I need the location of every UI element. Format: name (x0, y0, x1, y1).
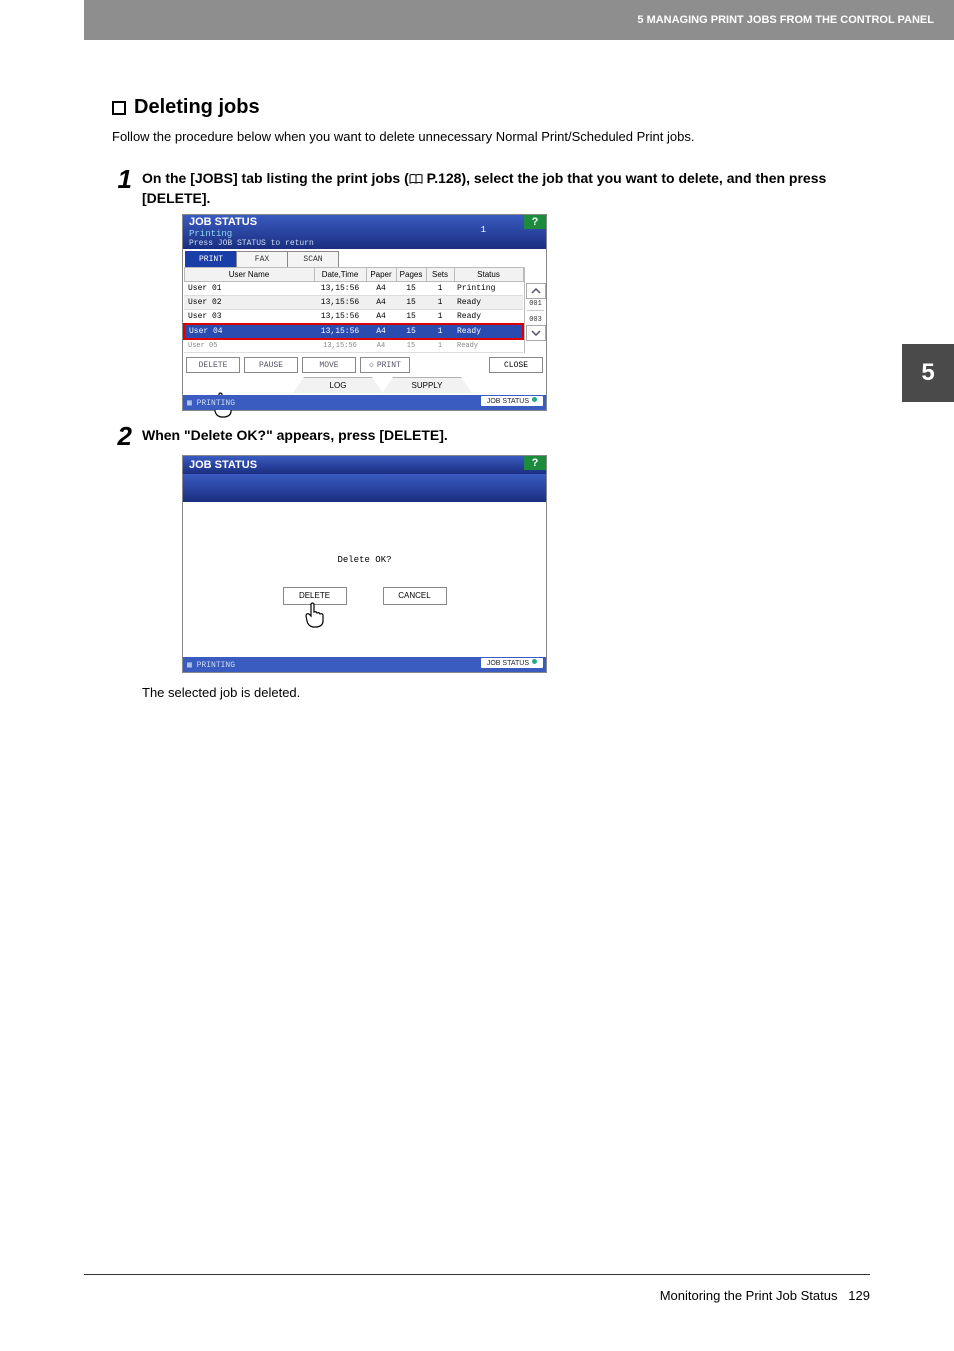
scroll-down-button[interactable] (526, 325, 546, 341)
panel-status-line: Printing (189, 229, 540, 239)
scroll-up-button[interactable] (526, 283, 546, 299)
panel2-blue-strip (183, 474, 546, 502)
panel-hint-line: Press JOB STATUS to return (189, 239, 540, 248)
job-status-panel: ? JOB STATUS Printing Press JOB STATUS t… (182, 214, 547, 411)
printing-status: PRINTING (187, 398, 235, 408)
section-title-text: Deleting jobs (134, 96, 260, 119)
table-row[interactable]: User 03 13,15:56 A4 15 1 Ready (184, 310, 523, 325)
tab-log[interactable]: LOG (293, 377, 383, 393)
jobs-table: User Name Date,Time Paper Pages Sets Sta… (183, 267, 524, 353)
lower-tabs: LOG SUPPLY (183, 377, 546, 395)
dialog-delete-button[interactable]: DELETE (283, 587, 347, 605)
tab-fax[interactable]: FAX (236, 251, 288, 267)
dialog-message: Delete OK? (337, 555, 391, 565)
step-1-number: 1 (112, 166, 132, 192)
col-sets: Sets (426, 268, 454, 282)
screenshot-2: ? JOB STATUS Delete OK? DELETE CANCEL (182, 455, 868, 673)
panel2-footer: PRINTING JOB STATUS (183, 657, 546, 672)
result-text: The selected job is deleted. (142, 685, 868, 700)
table-row[interactable]: User 01 13,15:56 A4 15 1 Printing (184, 282, 523, 296)
action-button-row: DELETE PAUSE MOVE PRINT CLOSE (183, 353, 546, 375)
footer-page: 129 (848, 1288, 870, 1303)
chapter-tab: 5 (902, 344, 954, 402)
pointer-hand-icon (301, 601, 329, 629)
table-row-selected[interactable]: User 04 13,15:56 A4 15 1 Ready (184, 324, 523, 339)
move-button[interactable]: MOVE (302, 357, 356, 373)
step-1-text: On the [JOBS] tab listing the print jobs… (142, 166, 868, 208)
screenshot-1: ? JOB STATUS Printing Press JOB STATUS t… (182, 214, 868, 411)
delete-button[interactable]: DELETE (186, 357, 240, 373)
scroll-top-label: 001 (525, 300, 546, 308)
panel2-titlebar: ? JOB STATUS (183, 456, 546, 474)
col-pages: Pages (396, 268, 426, 282)
panel-title: JOB STATUS (189, 216, 540, 228)
job-status-chip[interactable]: JOB STATUS (481, 658, 543, 668)
dialog-cancel-button[interactable]: CANCEL (383, 587, 447, 605)
chevron-down-icon (531, 330, 541, 336)
section-heading: Deleting jobs (112, 96, 868, 119)
job-tabs: PRINT FAX SCAN (183, 249, 546, 267)
scroll-bot-label: 003 (525, 316, 546, 324)
tab-scan[interactable]: SCAN (287, 251, 339, 267)
book-icon (409, 174, 423, 185)
panel-count: 1 (481, 225, 486, 235)
chapter-number: 5 (921, 359, 934, 387)
panel-titlebar: ? JOB STATUS Printing Press JOB STATUS t… (183, 215, 546, 249)
col-user: User Name (184, 268, 314, 282)
scroll-column: 001 003 (524, 267, 546, 353)
tab-print[interactable]: PRINT (185, 251, 237, 267)
dialog-body: Delete OK? DELETE CANCEL (183, 502, 546, 657)
footer-section: Monitoring the Print Job Status (660, 1288, 838, 1303)
breadcrumb: 5 MANAGING PRINT JOBS FROM THE CONTROL P… (637, 14, 934, 26)
panel-footer: PRINTING JOB STATUS (183, 395, 546, 410)
section-intro: Follow the procedure below when you want… (112, 129, 868, 144)
col-date: Date,Time (314, 268, 366, 282)
footer-rule (84, 1274, 870, 1275)
help-icon[interactable]: ? (524, 456, 546, 470)
close-button[interactable]: CLOSE (489, 357, 543, 373)
page-footer: Monitoring the Print Job Status 129 (660, 1288, 870, 1303)
printing-status: PRINTING (187, 660, 235, 670)
job-status-chip[interactable]: JOB STATUS (481, 396, 543, 406)
step-2: 2 When "Delete OK?" appears, press [DELE… (112, 423, 868, 449)
table-row[interactable]: User 05 13,15:56 A4 15 1 Ready (184, 339, 523, 353)
help-icon[interactable]: ? (524, 215, 546, 229)
table-row[interactable]: User 02 13,15:56 A4 15 1 Ready (184, 296, 523, 310)
col-paper: Paper (366, 268, 396, 282)
print-button[interactable]: PRINT (360, 357, 410, 373)
chevron-up-icon (531, 288, 541, 294)
square-bullet-icon (112, 101, 126, 115)
tab-supply[interactable]: SUPPLY (382, 377, 472, 393)
dialog-buttons: DELETE CANCEL (283, 587, 447, 605)
step-2-text: When "Delete OK?" appears, press [DELETE… (142, 423, 868, 446)
panel2-title: JOB STATUS (189, 459, 540, 471)
step-2-number: 2 (112, 423, 132, 449)
col-status: Status (454, 268, 523, 282)
confirm-dialog-panel: ? JOB STATUS Delete OK? DELETE CANCEL (182, 455, 547, 673)
page-header-bar: 5 MANAGING PRINT JOBS FROM THE CONTROL P… (84, 0, 954, 40)
pause-button[interactable]: PAUSE (244, 357, 298, 373)
step-1: 1 On the [JOBS] tab listing the print jo… (112, 166, 868, 208)
